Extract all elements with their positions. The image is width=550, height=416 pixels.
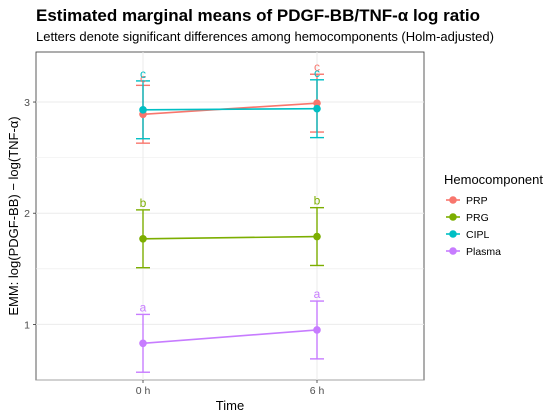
letter-prg: b xyxy=(314,194,321,208)
legend-marker-prp xyxy=(449,196,457,204)
legend-marker-plasma xyxy=(449,247,457,255)
legend-label-plasma: Plasma xyxy=(466,246,501,258)
y-tick-label: 2 xyxy=(24,208,30,220)
significance-letters: ccb bc caa xyxy=(140,60,321,314)
y-axis-title: EMM: log(PDGF-BB) − log(TNF-α) xyxy=(6,116,21,315)
data-point-cipl xyxy=(139,106,147,114)
x-tick-label: 0 h xyxy=(136,385,151,397)
letter-prp: c xyxy=(314,60,320,74)
letter-prg: b xyxy=(140,196,147,210)
y-tick-label: 1 xyxy=(24,319,30,331)
legend: PRP PRG CIPL Plasma xyxy=(446,195,501,258)
legend-label-cipl: CIPL xyxy=(466,229,490,241)
letter-prp: c xyxy=(140,71,146,85)
y-tick-label: 3 xyxy=(24,97,30,109)
legend-label-prp: PRP xyxy=(466,195,488,207)
data-point-plasma xyxy=(139,339,147,348)
series-line-cipl xyxy=(142,107,318,111)
data-point-plasma xyxy=(313,326,321,334)
plot-panel xyxy=(35,51,425,381)
x-axis-title: Time xyxy=(216,398,244,413)
x-tick-label: 6 h xyxy=(310,385,325,397)
data-point-prg xyxy=(139,234,147,243)
series-lines xyxy=(142,102,318,345)
legend-marker-prg xyxy=(449,213,457,221)
x-axis-ticks: 0 h 6 h xyxy=(136,380,325,397)
y-axis-ticks: 1 2 3 xyxy=(24,97,36,331)
letter-plasma: a xyxy=(140,300,147,314)
letter-plasma: a xyxy=(314,287,321,301)
data-point-cipl xyxy=(313,104,321,113)
chart-title: Estimated marginal means of PDGF-BB/TNF-… xyxy=(36,6,480,25)
chart-subtitle: Letters denote significant differences a… xyxy=(36,29,494,44)
data-points xyxy=(139,99,321,348)
data-point-prp xyxy=(313,99,321,107)
letter-cipl: c xyxy=(314,66,320,80)
letter-cipl: c xyxy=(140,67,146,81)
legend-marker-cipl xyxy=(449,230,457,238)
series-line-prg xyxy=(142,235,318,240)
legend-title: Hemocomponent xyxy=(444,172,543,187)
series-line-plasma xyxy=(142,329,318,345)
legend-label-prg: PRG xyxy=(466,212,489,224)
data-point-prg xyxy=(313,232,321,241)
